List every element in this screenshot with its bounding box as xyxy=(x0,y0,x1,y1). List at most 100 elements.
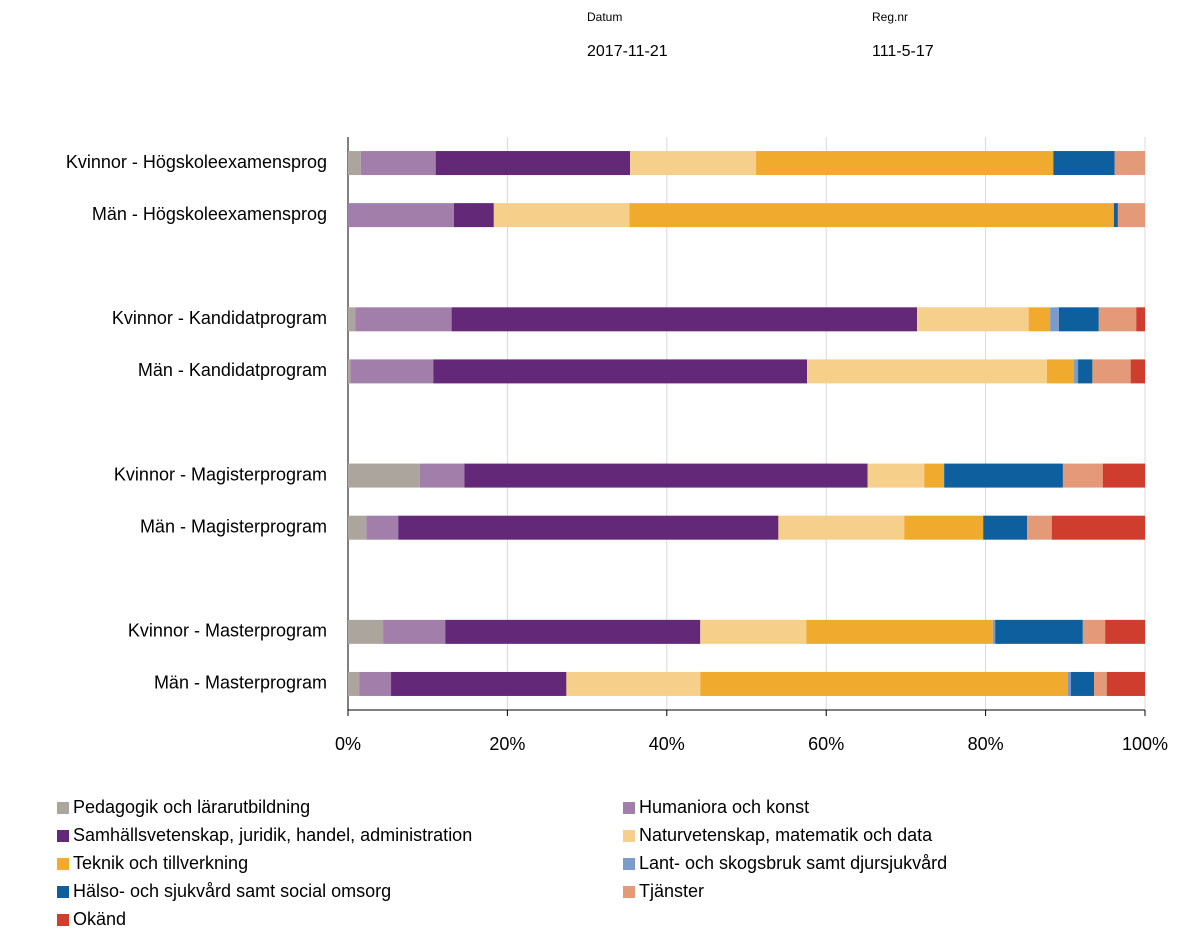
bar-segment xyxy=(1062,463,1103,488)
x-tick-label: 0% xyxy=(335,734,361,754)
bar-segment xyxy=(917,307,1029,332)
bar-segment xyxy=(398,515,779,540)
bar-segment xyxy=(1050,307,1059,332)
bar-segment xyxy=(1117,203,1145,228)
x-tick-label: 80% xyxy=(968,734,1004,754)
y-tick-label: Kvinnor - Masterprogram xyxy=(128,621,327,641)
bar-segment xyxy=(359,671,392,696)
legend-swatch xyxy=(57,886,69,898)
bar-segment xyxy=(995,619,1083,644)
bar-segment xyxy=(1046,359,1075,384)
legend-swatch xyxy=(623,858,635,870)
bar-segment xyxy=(806,619,993,644)
bar-segment xyxy=(1082,619,1106,644)
bar-segment xyxy=(350,359,434,384)
bar-segment xyxy=(435,151,631,176)
y-tick-label: Kvinnor - Magisterprogram xyxy=(114,464,327,484)
bar-segment xyxy=(1051,515,1145,540)
y-tick-label: Män - Högskoleexamensprog xyxy=(92,204,327,224)
legend-label: Naturvetenskap, matematik och data xyxy=(639,825,933,845)
legend-label: Tjänster xyxy=(639,881,704,901)
bar-segment xyxy=(1067,671,1071,696)
bar-segment xyxy=(983,515,1028,540)
bar-segment xyxy=(1028,307,1051,332)
bar-segment xyxy=(445,619,701,644)
bar-segment xyxy=(348,671,360,696)
bar-segment xyxy=(451,307,918,332)
bar-segment xyxy=(360,151,436,176)
bar-segment xyxy=(1092,359,1131,384)
bar-segment xyxy=(1102,463,1145,488)
bar-segment xyxy=(391,671,567,696)
bar-segment xyxy=(454,203,494,228)
x-tick-label: 20% xyxy=(489,734,525,754)
bar-segment xyxy=(1105,619,1145,644)
bar-segment xyxy=(700,671,1068,696)
y-tick-label: Män - Kandidatprogram xyxy=(138,360,327,380)
bar-segment xyxy=(348,151,361,176)
bar-segment xyxy=(630,151,757,176)
y-tick-label: Män - Masterprogram xyxy=(154,673,327,693)
bar-segment xyxy=(348,307,356,332)
legend-swatch xyxy=(57,914,69,926)
bar-segment xyxy=(433,359,808,384)
bar-segment xyxy=(348,359,351,384)
bar-segment xyxy=(1027,515,1052,540)
bar-segment xyxy=(464,463,868,488)
x-tick-label: 40% xyxy=(649,734,685,754)
bar-segment xyxy=(348,203,455,228)
legend-label: Hälso- och sjukvård samt social omsorg xyxy=(73,881,391,901)
legend-label: Humaniora och konst xyxy=(639,797,809,817)
legend-label: Lant- och skogsbruk samt djursjukvård xyxy=(639,853,947,873)
bar-segment xyxy=(1053,151,1115,176)
legend-swatch xyxy=(623,830,635,842)
bar-segment xyxy=(493,203,630,228)
bar-segment xyxy=(366,515,399,540)
bar-segment xyxy=(355,307,452,332)
bar-segment xyxy=(383,619,446,644)
bar-segment xyxy=(419,463,465,488)
bar-segment xyxy=(807,359,1047,384)
legend-label: Pedagogik och lärarutbildning xyxy=(73,797,310,817)
bar-segment xyxy=(1113,203,1118,228)
bar-segment xyxy=(1078,359,1093,384)
legend-label: Teknik och tillverkning xyxy=(73,853,248,873)
legend-label: Samhällsvetenskap, juridik, handel, admi… xyxy=(73,825,472,845)
reg: 111-5-17 xyxy=(872,43,934,60)
bar-segment xyxy=(1136,307,1145,332)
bar-segment xyxy=(700,619,807,644)
bar-segment xyxy=(1070,671,1094,696)
bar-segment xyxy=(756,151,1054,176)
bar-segment xyxy=(348,463,420,488)
bar-segment xyxy=(867,463,925,488)
y-tick-label: Män - Magisterprogram xyxy=(140,516,327,536)
legend-swatch xyxy=(623,886,635,898)
legend-swatch xyxy=(57,858,69,870)
bar-segment xyxy=(1058,307,1099,332)
date: 2017-11-21 xyxy=(587,43,668,60)
legend-swatch xyxy=(57,802,69,814)
date-label: Datum xyxy=(587,10,622,24)
bar-segment xyxy=(924,463,945,488)
bar-segment xyxy=(1106,671,1145,696)
legend-swatch xyxy=(623,802,635,814)
bar-segment xyxy=(1130,359,1145,384)
bar-segment xyxy=(629,203,1114,228)
y-tick-label: Kvinnor - Högskoleexamensprog xyxy=(66,152,327,172)
bar-segment xyxy=(1114,151,1145,176)
bar-segment xyxy=(992,619,996,644)
bar-segment xyxy=(348,515,367,540)
bar-segment xyxy=(1098,307,1137,332)
y-tick-label: Kvinnor - Kandidatprogram xyxy=(112,308,327,328)
legend-swatch xyxy=(57,830,69,842)
x-tick-label: 100% xyxy=(1122,734,1168,754)
x-tick-label: 60% xyxy=(808,734,844,754)
bar-segment xyxy=(566,671,701,696)
legend-label: Okänd xyxy=(73,909,126,929)
reg-label: Reg.nr xyxy=(872,10,908,24)
bar-segment xyxy=(1074,359,1079,384)
bar-segment xyxy=(778,515,905,540)
bar-segment xyxy=(348,619,384,644)
bar-segment xyxy=(1093,671,1107,696)
